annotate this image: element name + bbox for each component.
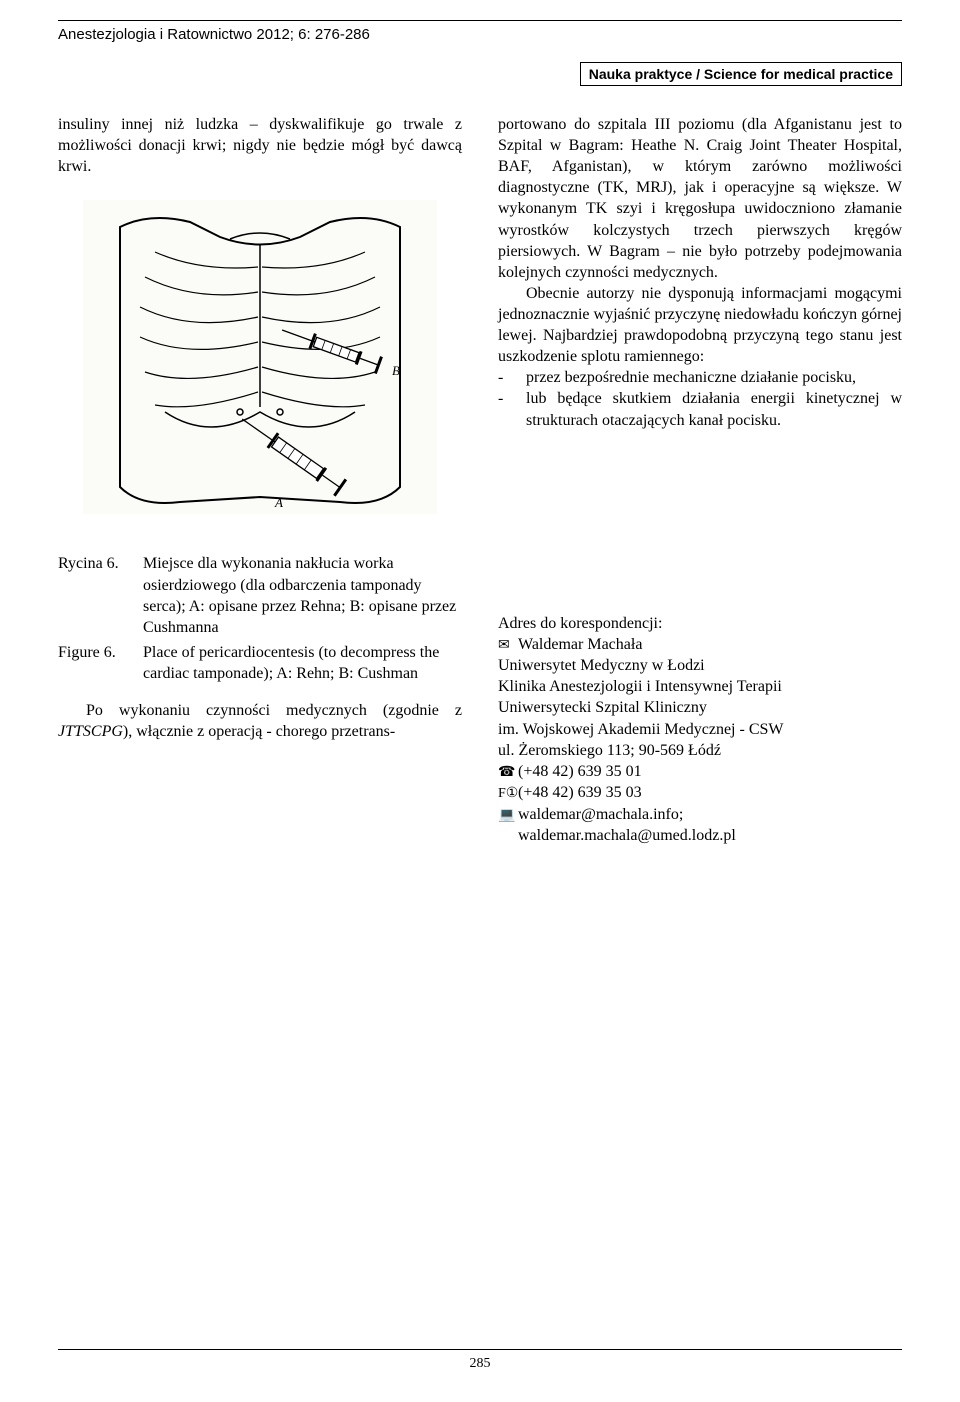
mail-icon: ✉ [498,637,518,655]
list-item: -przez bezpośrednie mechaniczne działani… [498,367,902,388]
right-column: portowano do szpitala III poziomu (dla A… [498,114,902,846]
after-caption-text: Po wykonaniu czynności medycznych (zgodn… [58,702,462,740]
after-caption-paragraph: Po wykonaniu czynności medycznych (zgodn… [58,700,462,742]
journal-title: Anestezjologia i Ratownictwo 2012; 6: 27… [58,26,370,43]
corr-phone: (+48 42) 639 35 01 [518,761,642,782]
caption-pl-text: Miejsce dla wykonania nakłucia worka osi… [143,553,462,637]
section-label: Nauka praktyce / Science for medical pra… [580,62,902,86]
corr-dept: Klinika Anestezjologii i Intensywnej Ter… [498,676,902,697]
caption-pl: Rycina 6. Miejsce dla wykonania nakłucia… [58,553,462,637]
correspondence-block: Adres do korespondencji: ✉ Waldemar Mach… [498,613,902,847]
corr-hosp: Uniwersytecki Szpital Kliniczny [498,697,902,718]
corr-name-line: ✉ Waldemar Machała [498,634,902,655]
corr-fax-line: F① (+48 42) 639 35 03 [498,782,902,803]
right-p2: Obecnie autorzy nie dysponują informacja… [498,283,902,367]
dash-marker: - [498,367,526,388]
corr-fax: (+48 42) 639 35 03 [518,782,642,803]
right-p1: portowano do szpitala III poziomu (dla A… [498,114,902,283]
pericardiocentesis-diagram: A B [80,197,440,517]
bullet-2: lub będące skutkiem działania energii ki… [526,388,902,430]
figure-container: A B [58,197,462,523]
corr-street: ul. Żeromskiego 113; 90-569 Łódź [498,740,902,761]
svg-text:B: B [392,363,400,378]
dash-marker: - [498,388,526,430]
caption-en: Figure 6. Place of pericardiocentesis (t… [58,642,462,684]
fax-icon: F① [498,785,518,803]
corr-email2: waldemar.machala@umed.lodz.pl [518,825,736,846]
corr-email2-line: waldemar.machala@umed.lodz.pl [498,825,902,846]
phone-icon: ☎ [498,764,518,782]
corr-name: Waldemar Machała [518,634,642,655]
caption-en-label: Figure 6. [58,642,143,684]
header-rule [58,20,902,21]
corr-acad: im. Wojskowej Akademii Medycznej - CSW [498,719,902,740]
bullet-1: przez bezpośrednie mechaniczne działanie… [526,367,902,388]
corr-email1: waldemar@machala.info; [518,804,683,825]
corr-email-line: 💻 waldemar@machala.info; [498,804,902,825]
content-columns: insuliny innej niż ludzka – dyskwalifiku… [58,114,902,846]
caption-en-text: Place of pericardiocentesis (to decompre… [143,642,462,684]
caption-pl-label: Rycina 6. [58,553,143,637]
computer-icon: 💻 [498,807,518,825]
corr-uni: Uniwersytet Medyczny w Łodzi [498,655,902,676]
left-column: insuliny innej niż ludzka – dyskwalifiku… [58,114,462,846]
intro-paragraph: insuliny innej niż ludzka – dyskwalifiku… [58,114,462,177]
page-number: 285 [0,1356,960,1372]
corr-heading: Adres do korespondencji: [498,613,902,634]
footer-rule [58,1349,902,1350]
svg-text:A: A [274,495,283,510]
corr-phone-line: ☎ (+48 42) 639 35 01 [498,761,902,782]
bullet-list: -przez bezpośrednie mechaniczne działani… [498,367,902,430]
list-item: -lub będące skutkiem działania energii k… [498,388,902,430]
